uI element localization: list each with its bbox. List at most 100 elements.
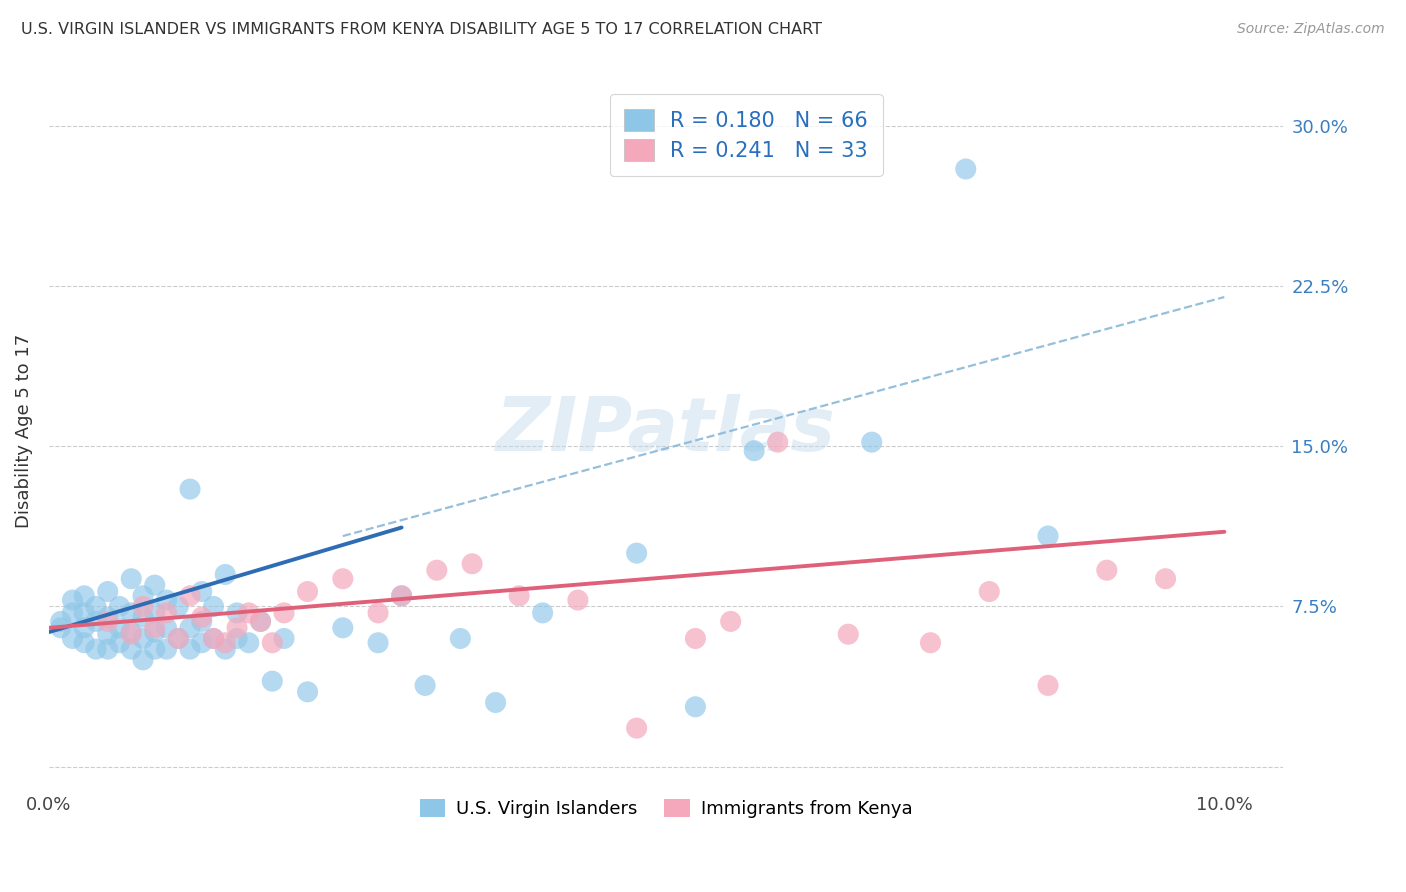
Point xyxy=(226,606,249,620)
Point xyxy=(132,632,155,646)
Point xyxy=(1154,572,1177,586)
Point xyxy=(626,546,648,560)
Point xyxy=(97,584,120,599)
Point xyxy=(62,632,84,646)
Point xyxy=(155,642,177,657)
Point xyxy=(155,593,177,607)
Point xyxy=(97,627,120,641)
Point xyxy=(226,632,249,646)
Point xyxy=(120,642,142,657)
Point xyxy=(120,572,142,586)
Point xyxy=(531,606,554,620)
Point xyxy=(979,584,1001,599)
Point xyxy=(367,636,389,650)
Point xyxy=(132,610,155,624)
Point xyxy=(860,435,883,450)
Point xyxy=(449,632,471,646)
Point xyxy=(202,599,225,614)
Point xyxy=(214,636,236,650)
Point xyxy=(238,636,260,650)
Point xyxy=(97,615,120,629)
Point xyxy=(84,615,107,629)
Point xyxy=(179,482,201,496)
Point xyxy=(179,589,201,603)
Point xyxy=(742,443,765,458)
Point xyxy=(143,578,166,592)
Point xyxy=(97,642,120,657)
Legend: U.S. Virgin Islanders, Immigrants from Kenya: U.S. Virgin Islanders, Immigrants from K… xyxy=(413,791,920,825)
Point xyxy=(120,606,142,620)
Point xyxy=(97,610,120,624)
Point xyxy=(191,584,214,599)
Point xyxy=(367,606,389,620)
Text: U.S. VIRGIN ISLANDER VS IMMIGRANTS FROM KENYA DISABILITY AGE 5 TO 17 CORRELATION: U.S. VIRGIN ISLANDER VS IMMIGRANTS FROM … xyxy=(21,22,823,37)
Point xyxy=(626,721,648,735)
Point xyxy=(143,606,166,620)
Point xyxy=(461,557,484,571)
Point xyxy=(391,589,413,603)
Point xyxy=(179,642,201,657)
Point xyxy=(202,632,225,646)
Point xyxy=(143,642,166,657)
Point xyxy=(720,615,742,629)
Point xyxy=(955,161,977,176)
Point xyxy=(73,589,96,603)
Point xyxy=(143,621,166,635)
Point xyxy=(62,606,84,620)
Point xyxy=(191,615,214,629)
Point xyxy=(332,572,354,586)
Point xyxy=(62,593,84,607)
Point xyxy=(120,625,142,640)
Point xyxy=(508,589,530,603)
Point xyxy=(297,685,319,699)
Point xyxy=(685,632,707,646)
Point xyxy=(273,632,295,646)
Point xyxy=(297,584,319,599)
Point xyxy=(132,589,155,603)
Point xyxy=(49,615,72,629)
Point xyxy=(84,642,107,657)
Point xyxy=(73,636,96,650)
Point xyxy=(920,636,942,650)
Point xyxy=(191,610,214,624)
Point xyxy=(132,653,155,667)
Point xyxy=(84,599,107,614)
Point xyxy=(214,642,236,657)
Point xyxy=(426,563,449,577)
Point xyxy=(191,636,214,650)
Point xyxy=(567,593,589,607)
Point xyxy=(766,435,789,450)
Point xyxy=(226,621,249,635)
Text: Source: ZipAtlas.com: Source: ZipAtlas.com xyxy=(1237,22,1385,37)
Point xyxy=(262,636,284,650)
Text: ZIPatlas: ZIPatlas xyxy=(496,394,837,467)
Point xyxy=(273,606,295,620)
Point xyxy=(249,615,271,629)
Point xyxy=(685,699,707,714)
Point xyxy=(391,589,413,603)
Point xyxy=(484,696,506,710)
Point xyxy=(249,615,271,629)
Point xyxy=(202,632,225,646)
Point xyxy=(1095,563,1118,577)
Point xyxy=(132,599,155,614)
Point xyxy=(108,621,131,635)
Y-axis label: Disability Age 5 to 17: Disability Age 5 to 17 xyxy=(15,334,32,527)
Point xyxy=(108,636,131,650)
Point xyxy=(120,627,142,641)
Point xyxy=(332,621,354,635)
Point xyxy=(73,621,96,635)
Point xyxy=(49,621,72,635)
Point xyxy=(1036,529,1059,543)
Point xyxy=(238,606,260,620)
Point xyxy=(1036,678,1059,692)
Point xyxy=(108,599,131,614)
Point xyxy=(167,632,190,646)
Point xyxy=(413,678,436,692)
Point xyxy=(155,606,177,620)
Point xyxy=(837,627,859,641)
Point xyxy=(155,621,177,635)
Point xyxy=(167,632,190,646)
Point xyxy=(167,599,190,614)
Point xyxy=(179,621,201,635)
